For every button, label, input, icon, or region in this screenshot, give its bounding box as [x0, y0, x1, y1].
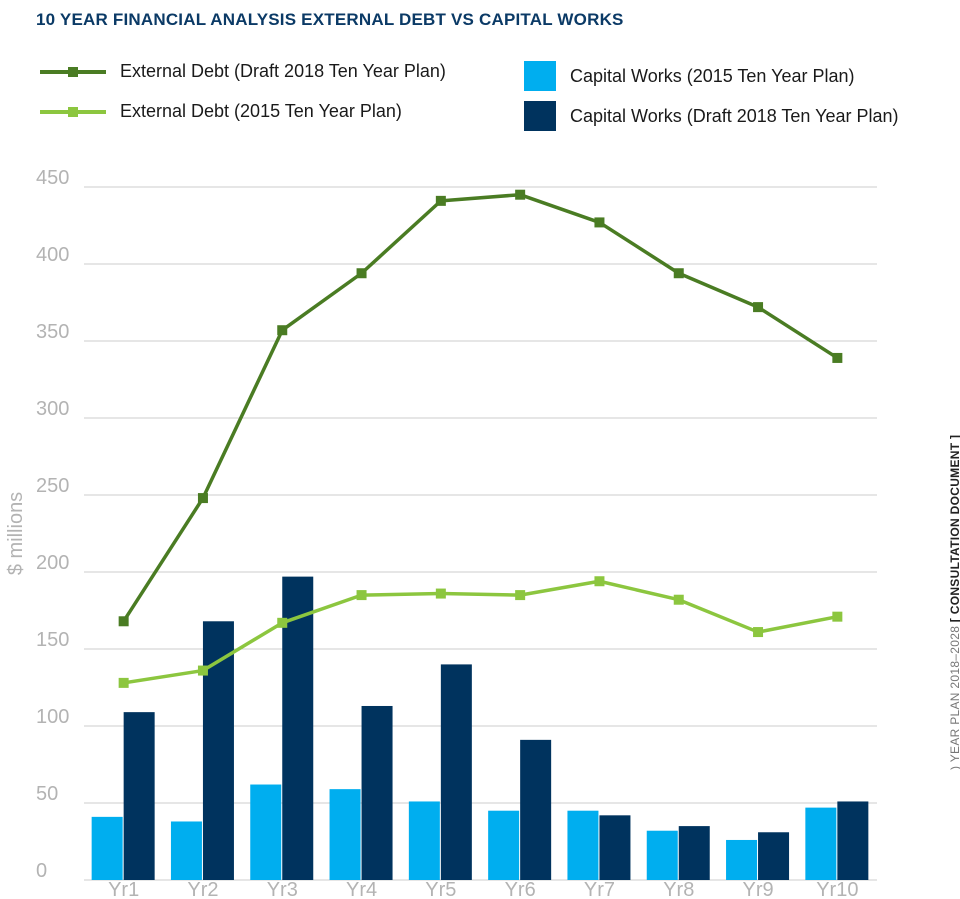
y-tick-label: 450: [36, 167, 69, 189]
legend-item-debt-2015: External Debt (2015 Ten Year Plan): [40, 101, 402, 122]
y-tick-label: 350: [36, 321, 69, 343]
bar-capital-draft-2018: [678, 826, 710, 880]
point-debt-draft-2018: [753, 302, 764, 313]
bar-capital-2015: [408, 801, 440, 880]
point-debt-2015: [515, 590, 526, 601]
point-debt-2015: [753, 627, 764, 638]
point-debt-2015: [832, 611, 843, 622]
point-debt-draft-2018: [277, 325, 288, 336]
point-debt-2015: [118, 677, 129, 688]
bar-capital-2015: [488, 810, 520, 880]
legend-label: External Debt (2015 Ten Year Plan): [120, 101, 402, 121]
y-tick-label: 200: [36, 552, 69, 574]
chart-title: 10 YEAR FINANCIAL ANALYSIS EXTERNAL DEBT…: [36, 10, 624, 29]
x-tick-label: Yr2: [187, 879, 218, 899]
bar-capital-draft-2018: [282, 576, 314, 880]
y-tick-label: 100: [36, 706, 69, 728]
legend-item-capital-draft-2018: Capital Works (Draft 2018 Ten Year Plan): [524, 101, 899, 131]
legend-line-icon: [40, 66, 106, 77]
point-debt-draft-2018: [435, 195, 446, 206]
point-debt-draft-2018: [515, 189, 526, 200]
bar-capital-2015: [726, 839, 758, 880]
bar-capital-2015: [170, 821, 202, 880]
point-debt-2015: [673, 594, 684, 605]
x-tick-label: Yr10: [816, 879, 858, 899]
x-tick-label: Yr7: [584, 879, 615, 899]
point-debt-draft-2018: [118, 616, 129, 627]
point-debt-2015: [356, 590, 367, 601]
point-debt-draft-2018: [356, 268, 367, 279]
series-line-debt-2015: [123, 579, 838, 685]
y-tick-label: 0: [36, 860, 47, 882]
x-tick-label: Yr9: [742, 879, 773, 899]
y-tick-label: 300: [36, 398, 69, 420]
bar-capital-draft-2018: [440, 664, 472, 880]
series-line-debt-draft-2018: [122, 192, 839, 623]
legend-label: Capital Works (2015 Ten Year Plan): [570, 65, 855, 86]
y-axis-label: $ millions: [5, 492, 27, 575]
point-debt-2015: [197, 665, 208, 676]
bar-capital-2015: [805, 807, 837, 880]
point-debt-2015: [435, 588, 446, 599]
legend-item-capital-2015: Capital Works (2015 Ten Year Plan): [524, 61, 855, 91]
legend-label: External Debt (Draft 2018 Ten Year Plan): [120, 61, 446, 81]
side-footer-prefix: ) YEAR PLAN 2018–2028: [948, 625, 960, 770]
y-tick-label: 150: [36, 629, 69, 651]
y-tick-label: 250: [36, 475, 69, 497]
x-tick-label: Yr5: [425, 879, 456, 899]
bar-capital-draft-2018: [758, 832, 790, 880]
bar-capital-2015: [329, 789, 361, 880]
bar-capital-2015: [567, 810, 599, 880]
x-tick-label: Yr1: [108, 879, 139, 899]
point-debt-draft-2018: [673, 268, 684, 279]
side-footer-emphasis: [ CONSULTATION DOCUMENT ]: [948, 435, 960, 622]
bar-capital-draft-2018: [520, 739, 552, 880]
point-debt-draft-2018: [594, 217, 605, 228]
x-tick-label: Yr4: [346, 879, 377, 899]
x-tick-label: Yr8: [663, 879, 694, 899]
x-tick-label: Yr6: [505, 879, 536, 899]
point-debt-draft-2018: [197, 493, 208, 504]
point-debt-2015: [594, 576, 605, 587]
bar-capital-2015: [91, 816, 123, 880]
legend-box-icon: [524, 61, 556, 91]
legend-line-icon: [40, 106, 106, 117]
legend-item-debt-draft-2018: External Debt (Draft 2018 Ten Year Plan): [40, 61, 446, 82]
bar-capital-draft-2018: [599, 815, 631, 880]
legend-box-icon: [524, 101, 556, 131]
x-tick-label: Yr3: [267, 879, 298, 899]
bar-capital-draft-2018: [123, 712, 155, 880]
bar-capital-draft-2018: [202, 621, 234, 880]
bar-capital-2015: [250, 784, 282, 880]
y-tick-label: 50: [36, 783, 58, 805]
bar-capital-draft-2018: [361, 705, 393, 880]
bar-capital-2015: [646, 830, 678, 880]
legend-label: Capital Works (Draft 2018 Ten Year Plan): [570, 105, 899, 126]
point-debt-draft-2018: [832, 352, 843, 363]
side-footer-text: ) YEAR PLAN 2018–2028 [ CONSULTATION DOC…: [948, 435, 960, 770]
y-tick-label: 400: [36, 244, 69, 266]
bar-capital-draft-2018: [837, 801, 869, 880]
point-debt-2015: [277, 617, 288, 628]
